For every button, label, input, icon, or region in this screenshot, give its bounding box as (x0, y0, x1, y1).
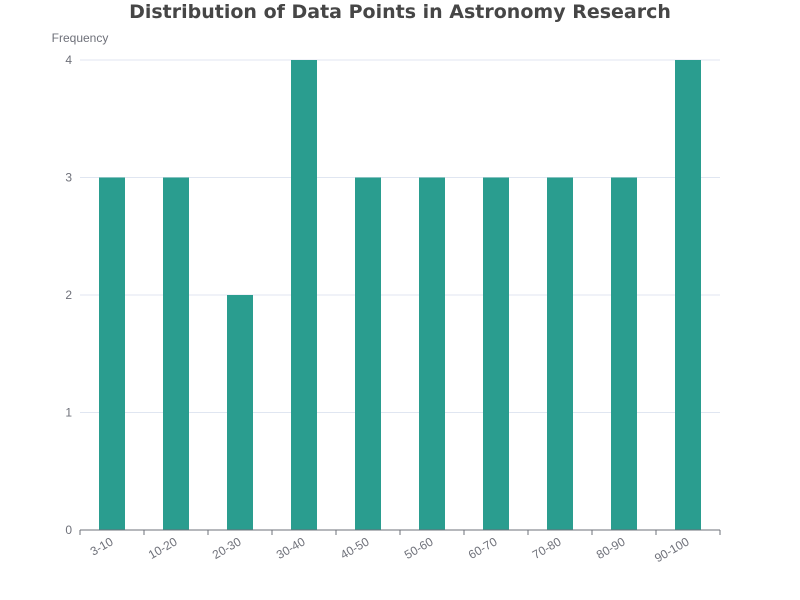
x-tick-label: 30-40 (274, 534, 308, 562)
y-tick-label: 3 (65, 171, 72, 185)
y-axis-label: Frequency (52, 31, 109, 45)
x-tick-label: 70-80 (530, 534, 564, 562)
y-tick-label: 2 (65, 288, 72, 302)
bar (611, 177, 637, 530)
x-tick-label: 90-100 (652, 534, 692, 565)
x-tick-label: 60-70 (466, 534, 500, 562)
x-tick-label: 20-30 (210, 534, 244, 562)
bar (355, 177, 381, 530)
bar (291, 60, 317, 530)
bar (419, 177, 445, 530)
y-tick-label: 4 (65, 53, 72, 67)
x-tick-label: 40-50 (338, 534, 372, 562)
y-tick-label: 1 (65, 406, 72, 420)
bar (547, 177, 573, 530)
bar (227, 295, 253, 530)
x-tick-label: 50-60 (402, 534, 436, 562)
bar (675, 60, 701, 530)
bar (163, 177, 189, 530)
y-tick-label: 0 (65, 523, 72, 537)
bar (483, 177, 509, 530)
x-tick-label: 80-90 (594, 534, 628, 562)
chart-title: Distribution of Data Points in Astronomy… (129, 1, 671, 23)
x-tick-label: 10-20 (146, 534, 180, 562)
x-tick-label: 3-10 (88, 534, 116, 558)
bars (99, 60, 701, 530)
bar (99, 177, 125, 530)
